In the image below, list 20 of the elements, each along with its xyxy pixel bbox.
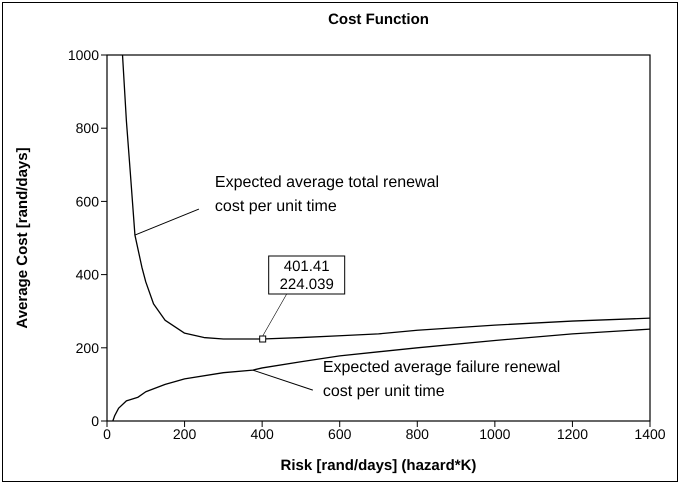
y-tick-label: 800 [76, 120, 100, 136]
x-tick-label: 0 [103, 426, 112, 442]
data-label: 401.41 224.039 [280, 258, 334, 293]
annotation: Expected average total renewal cost per unit time [214, 174, 440, 216]
chart-title: Cost Function [328, 11, 429, 28]
y-tick-label: 400 [76, 266, 100, 283]
x-tick-label: 400 [250, 426, 274, 442]
x-tick-label: 200 [172, 426, 196, 442]
y-axis-title: Average Cost [rand/days] [14, 147, 31, 329]
x-tick-label: 1400 [634, 426, 666, 442]
y-tick-label: 600 [76, 193, 100, 210]
x-tick-label: 1200 [556, 426, 588, 442]
y-tick-label: 1000 [68, 46, 100, 63]
annotation: Expected average failure renewal cost per unit time [322, 359, 560, 400]
x-axis-title: Risk [rand/days] (hazard*K) [280, 457, 476, 474]
x-tick-label: 1000 [479, 426, 511, 442]
x-tick-label: 600 [328, 426, 352, 442]
x-tick-label: 800 [406, 426, 430, 442]
y-tick-label: 200 [76, 340, 100, 356]
y-tick-label: 0 [91, 412, 100, 429]
